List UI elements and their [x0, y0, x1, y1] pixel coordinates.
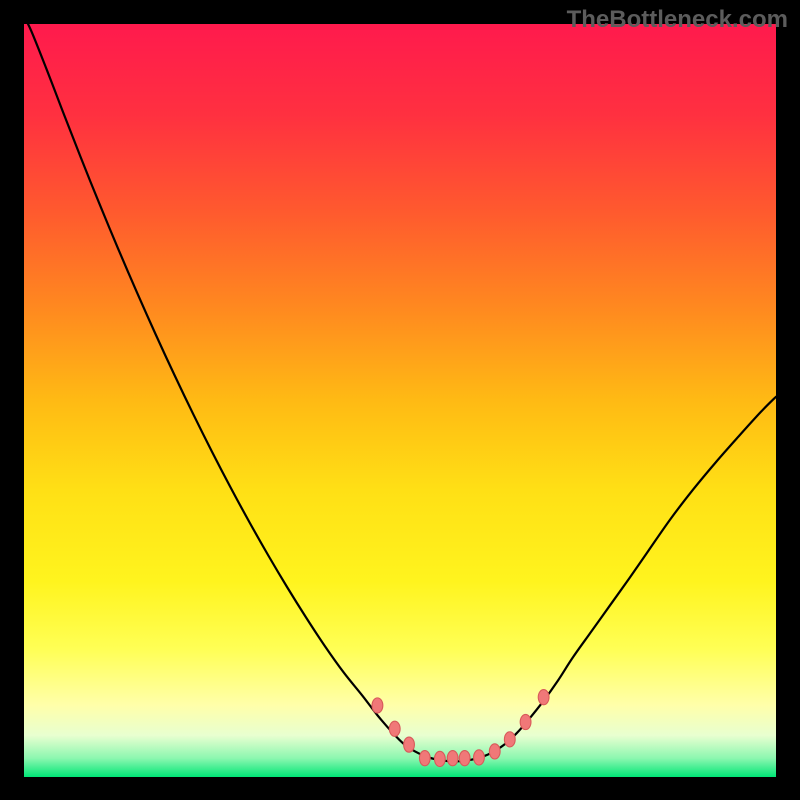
gradient-plot — [24, 24, 776, 777]
watermark-text: TheBottleneck.com — [567, 6, 788, 34]
chart-canvas: TheBottleneck.com — [0, 0, 800, 800]
